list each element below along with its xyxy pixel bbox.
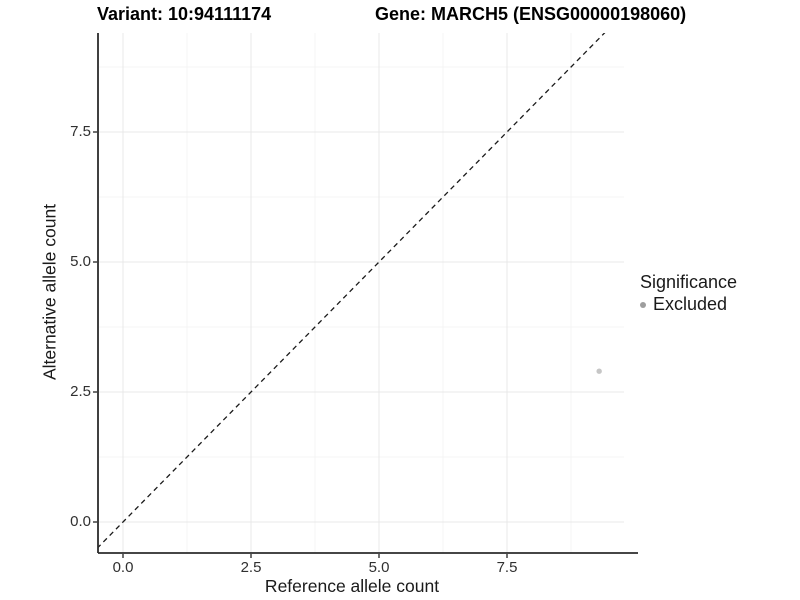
data-point xyxy=(596,368,602,374)
legend-item-label: Excluded xyxy=(653,294,728,314)
x-tick-label: 7.5 xyxy=(496,559,518,576)
x-tick-label: 0.0 xyxy=(112,559,134,576)
y-axis-title: Alternative allele count xyxy=(39,203,60,381)
legend-title: Significance xyxy=(640,272,738,292)
x-tick-label: 5.0 xyxy=(368,559,390,576)
gene-title: Gene: MARCH5 (ENSG00000198060) xyxy=(375,4,687,24)
y-tick-label: 7.5 xyxy=(70,123,91,140)
x-tick-label: 2.5 xyxy=(240,559,262,576)
y-tick-label: 0.0 xyxy=(70,513,91,530)
y-tick-label: 5.0 xyxy=(70,253,91,270)
y-tick-label: 2.5 xyxy=(70,383,91,400)
x-axis-title: Reference allele count xyxy=(264,576,440,596)
variant-title: Variant: 10:94111174 xyxy=(97,4,272,24)
legend-item-excluded: Excluded xyxy=(640,294,727,315)
identity-dashed-line xyxy=(98,33,606,549)
excluded-point-icon xyxy=(640,301,646,308)
